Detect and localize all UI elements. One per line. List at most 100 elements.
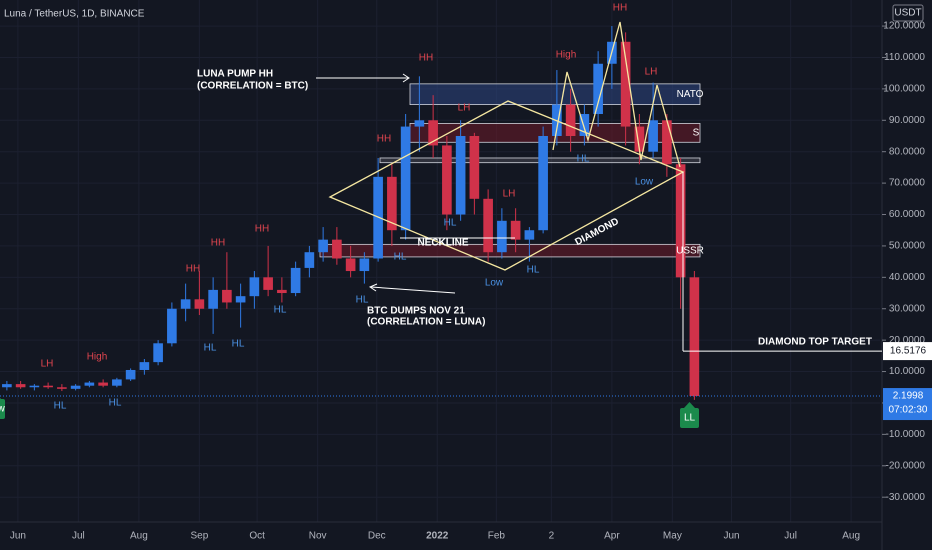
- x-tick-label: Apr: [604, 531, 620, 542]
- candle-body: [442, 145, 452, 215]
- chart-title: Luna / TetherUS, 1D, BINANCE: [4, 9, 145, 20]
- target-label: DIAMOND TOP TARGET: [758, 337, 872, 348]
- annotation: (CORRELATION = LUNA): [367, 317, 485, 328]
- y-tick-label: 20.0000: [889, 335, 926, 346]
- candle-body: [249, 277, 260, 297]
- y-tick-label: -30.0000: [886, 492, 926, 503]
- arrow: [370, 286, 456, 294]
- candle-body: [483, 198, 493, 253]
- flag-label: LL: [684, 413, 696, 424]
- annotation: NECKLINE: [417, 238, 468, 249]
- x-tick-label: Jul: [72, 531, 85, 542]
- candle-body: [167, 308, 177, 344]
- candle-body: [277, 289, 287, 294]
- annotation: LH: [458, 103, 471, 114]
- y-tick-label: -10.0000: [886, 429, 926, 440]
- annotation: HH: [377, 134, 391, 145]
- candle-body: [428, 120, 438, 146]
- currency-box: [892, 4, 924, 22]
- last-price-box: [883, 388, 932, 421]
- annotation: LUNA PUMP HH: [197, 69, 273, 80]
- candle-body: [565, 104, 576, 136]
- target-price-box: [883, 342, 932, 361]
- candle-body: [579, 114, 590, 136]
- annotation: HH: [211, 238, 225, 249]
- flag-tip: [0, 397, 1, 399]
- y-tick-label: 90.0000: [889, 115, 926, 126]
- candle-body: [510, 220, 521, 240]
- annotation: LH: [503, 189, 516, 200]
- candle-body: [98, 382, 108, 386]
- zigzag: [552, 21, 681, 168]
- candle-body: [153, 343, 163, 363]
- candle-body: [662, 120, 672, 165]
- x-tick-label: Sep: [190, 531, 208, 542]
- x-tick-label: Jul: [784, 531, 797, 542]
- price-axis: [882, 0, 932, 522]
- y-tick-label: 60.0000: [889, 209, 926, 220]
- y-tick-label: 40.0000: [889, 272, 926, 283]
- x-tick-label: Nov: [309, 531, 327, 542]
- candle-body: [222, 289, 232, 303]
- target-price: 16.5176: [890, 346, 927, 357]
- annotation: (CORRELATION = BTC): [197, 81, 308, 92]
- annotation: HL: [274, 305, 287, 316]
- annotation: HL: [109, 398, 122, 409]
- annotation: HL: [577, 154, 590, 165]
- x-tick-label: Jun: [10, 531, 26, 542]
- candle-body: [2, 384, 12, 388]
- arrow-head: [368, 283, 378, 292]
- candle-body: [524, 230, 535, 240]
- candle-body: [263, 277, 273, 290]
- candle-body: [139, 362, 150, 370]
- candle-body: [455, 135, 466, 215]
- candle-body: [387, 176, 397, 231]
- annotation: HH: [419, 53, 433, 64]
- candle-body: [318, 239, 328, 253]
- candle-body: [689, 277, 700, 397]
- flag-tip: [684, 402, 695, 408]
- candle-body: [400, 126, 411, 231]
- candle-body: [57, 387, 67, 389]
- annotation: HL: [394, 252, 407, 263]
- annotation: High: [87, 352, 108, 363]
- x-tick-label: Jun: [723, 531, 739, 542]
- annotation: Low: [485, 278, 504, 289]
- flag: [0, 399, 5, 419]
- candle-body: [497, 220, 507, 253]
- candle-body: [180, 299, 191, 309]
- currency: USDT: [894, 8, 921, 19]
- candle-body: [332, 239, 342, 259]
- zone-label: S: [693, 127, 700, 138]
- x-tick-label: May: [663, 531, 682, 542]
- x-tick-label: 2: [549, 531, 555, 542]
- annotation: Low: [635, 177, 654, 188]
- candle-body: [125, 369, 136, 380]
- candle-body: [194, 299, 205, 309]
- y-tick-label: 110.0000: [884, 52, 925, 63]
- annotation: BTC DUMPS NOV 21: [367, 306, 465, 317]
- candle-body: [620, 41, 631, 127]
- annotation: HL: [54, 401, 67, 412]
- x-tick-label: Oct: [249, 531, 265, 542]
- y-tick-label: 80.0000: [889, 146, 926, 157]
- annotation: HH: [255, 224, 269, 235]
- arrows: [316, 73, 456, 294]
- x-tick-label: Aug: [130, 531, 148, 542]
- candle-body: [15, 384, 26, 388]
- candle-body: [675, 164, 686, 278]
- x-tick-label: Aug: [842, 531, 860, 542]
- y-tick-label: -20.0000: [886, 460, 926, 471]
- candle-body: [208, 289, 218, 309]
- candle-body: [112, 379, 122, 386]
- candle-body: [304, 252, 315, 268]
- candle-body: [593, 63, 603, 115]
- flag: [680, 408, 699, 428]
- candle-body: [70, 385, 81, 389]
- y-tick-label: 30.0000: [889, 303, 926, 314]
- candle-body: [634, 126, 645, 152]
- annotation: HL: [356, 295, 369, 306]
- countdown: 07:02:30: [889, 405, 928, 416]
- candle-body: [43, 385, 53, 388]
